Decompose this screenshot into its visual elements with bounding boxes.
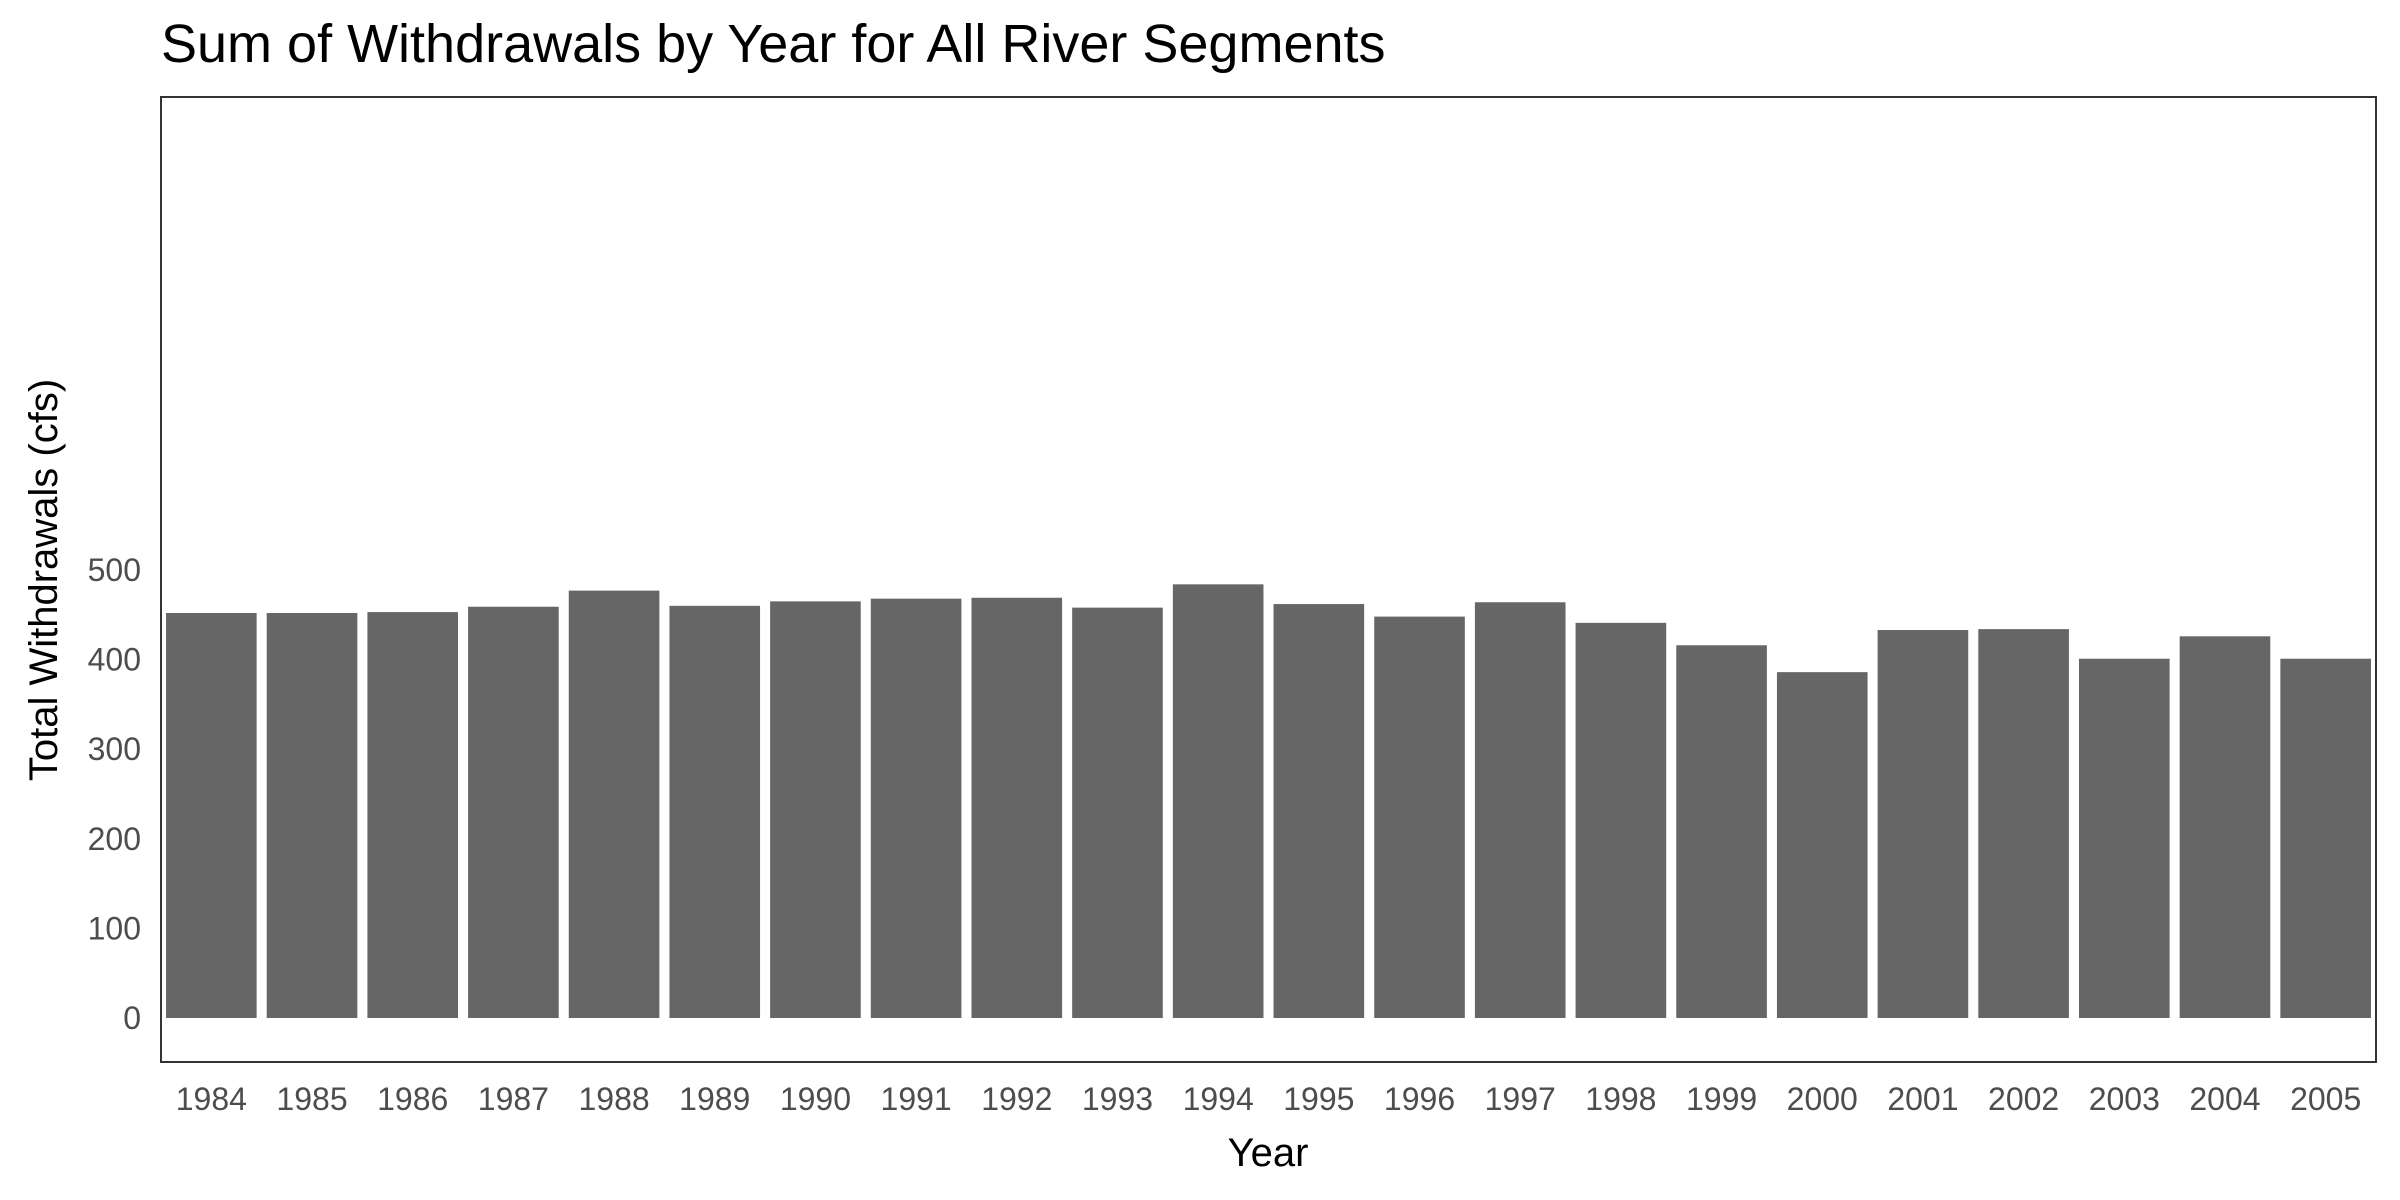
y-tick-label: 400	[88, 642, 141, 678]
bar	[468, 606, 559, 1018]
x-tick-label: 2000	[1787, 1081, 1858, 1117]
x-tick-label: 1984	[176, 1081, 247, 1117]
y-tick-label: 200	[88, 821, 141, 857]
bar	[2179, 636, 2271, 1018]
bar	[1474, 602, 1566, 1018]
x-tick-label: 1988	[578, 1081, 649, 1117]
x-tick-label: 1990	[780, 1081, 851, 1117]
x-tick-label: 1992	[981, 1081, 1052, 1117]
y-axis-title: Total Withdrawals (cfs)	[22, 379, 66, 781]
x-tick-label: 1986	[377, 1081, 448, 1117]
bar	[1877, 630, 1969, 1018]
bar	[266, 613, 358, 1018]
bar	[1776, 672, 1868, 1018]
bar	[1072, 607, 1163, 1018]
x-tick-label: 2001	[1887, 1081, 1958, 1117]
x-tick-label: 1996	[1384, 1081, 1455, 1117]
x-tick-label: 1985	[276, 1081, 347, 1117]
bar-series	[166, 584, 2371, 1018]
x-tick-label: 1987	[478, 1081, 549, 1117]
chart-title: Sum of Withdrawals by Year for All River…	[161, 14, 1386, 74]
x-tick-label: 2004	[2189, 1081, 2260, 1117]
x-tick-label: 1997	[1485, 1081, 1556, 1117]
bar	[367, 612, 459, 1018]
bar	[1575, 622, 1667, 1018]
x-tick-label: 2003	[2089, 1081, 2160, 1117]
bar	[166, 613, 257, 1018]
y-tick-label: 300	[88, 731, 141, 767]
plot-panel-border	[160, 96, 2377, 1063]
x-tick-label: 1991	[881, 1081, 952, 1117]
bar	[568, 590, 660, 1018]
bar	[2280, 658, 2371, 1018]
x-tick-label: 1989	[679, 1081, 750, 1117]
x-tick-label: 2002	[1988, 1081, 2059, 1117]
bar	[1676, 645, 1767, 1018]
y-tick-label: 0	[123, 1000, 141, 1036]
x-axis-title: Year	[1228, 1131, 1309, 1175]
y-tick-label: 100	[88, 910, 141, 946]
bar	[1374, 616, 1465, 1018]
bar	[1978, 629, 2069, 1018]
bar	[669, 605, 761, 1018]
x-tick-label: 1999	[1686, 1081, 1757, 1117]
bar	[870, 598, 962, 1018]
bar	[1172, 584, 1264, 1018]
x-tick-label: 1998	[1585, 1081, 1656, 1117]
bar	[770, 601, 861, 1018]
bar	[1273, 604, 1365, 1018]
bar	[2078, 658, 2170, 1018]
y-axis: 0 100 200 300 400 500	[88, 552, 141, 1036]
x-axis: 1984 1985 1986 1987 1988 1989 1990 1991 1992 1993…	[176, 1081, 2362, 1117]
x-tick-label: 1995	[1283, 1081, 1354, 1117]
x-tick-label: 1994	[1183, 1081, 1254, 1117]
x-tick-label: 2005	[2290, 1081, 2361, 1117]
x-tick-label: 1993	[1082, 1081, 1153, 1117]
y-tick-label: 500	[88, 552, 141, 588]
bar	[971, 597, 1063, 1018]
